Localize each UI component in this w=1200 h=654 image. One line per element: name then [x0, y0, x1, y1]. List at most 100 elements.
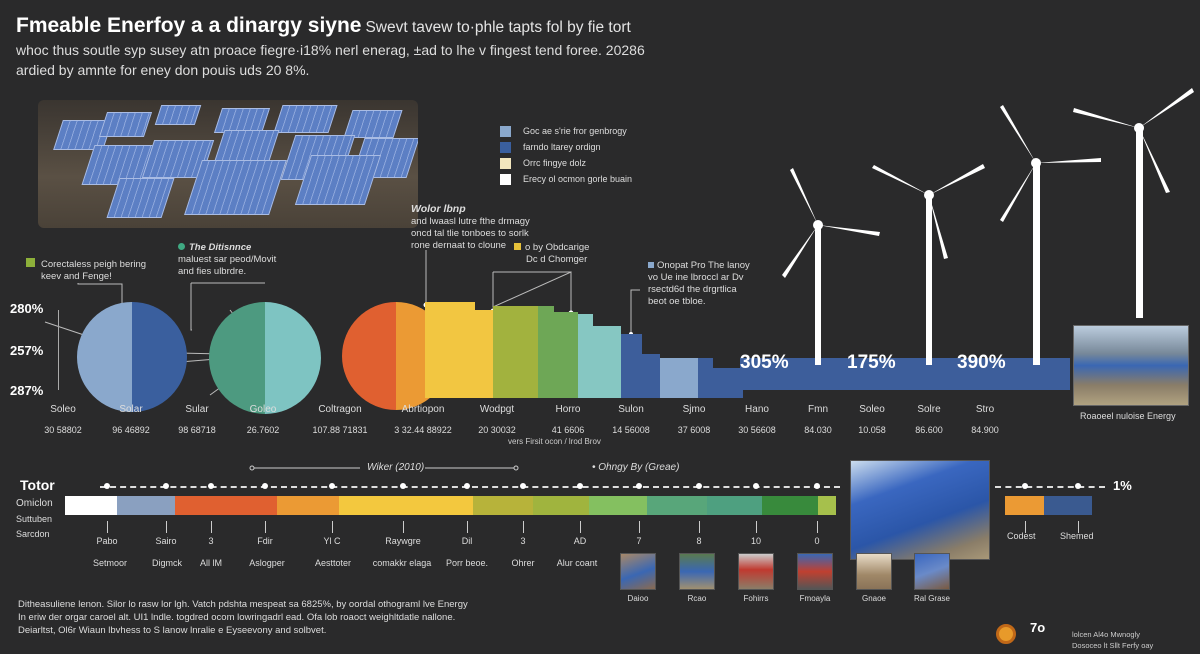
tick-label: 3: [208, 536, 214, 546]
footer-line: In eriw der orgar caroel alt. UI1 lndle.…: [18, 612, 456, 623]
sub-label: Ohrer: [511, 558, 535, 568]
chart-footnote: vers Firsit ocon / lrod Brov: [508, 437, 601, 446]
category-value: 84.900: [971, 425, 999, 435]
thumbnail-photo: [620, 553, 656, 590]
photo-caption: Roaoeel nuloise Energy: [1080, 411, 1176, 421]
tick-label: 10: [750, 536, 761, 546]
annotation-swatch: [514, 243, 521, 250]
y-tick: 287%: [10, 383, 44, 398]
tick-label: Sairo: [155, 536, 177, 546]
strip-tick: [756, 521, 757, 533]
thumbnail-label: Fohirrs: [743, 594, 769, 603]
annotation-swatch: [648, 262, 654, 268]
annotation-water: Wolor lbnp and lwaasl lutre fthe drmagy …: [411, 203, 530, 252]
annotation-text: and lwaasl lutre fthe drmagy: [411, 216, 530, 227]
pie-chart-green: [209, 302, 321, 414]
timeline-left-label: Wiker (2010): [367, 462, 425, 473]
timeline-dot: [163, 483, 169, 489]
timeline-dashed-line: [995, 486, 1105, 488]
timeline-dot: [208, 483, 214, 489]
percent-callout: 390%: [957, 352, 1006, 373]
intro-line-1: whoc thus soutle syp susey atn proace fi…: [16, 42, 645, 58]
strip-tick: [699, 521, 700, 533]
tick-label: Dil: [461, 536, 473, 546]
tick-label: Pabo: [96, 536, 118, 546]
strip-segment: [339, 496, 473, 515]
timeline-dot: [1022, 483, 1028, 489]
strip-tick: [265, 521, 266, 533]
category-value: 14 56008: [612, 425, 650, 435]
legend-label: Goc ae s'rie fror genbrogy: [523, 126, 627, 136]
bar: [493, 306, 538, 398]
end-percent: 1%: [1113, 478, 1132, 493]
timeline-dot: [636, 483, 642, 489]
subtitle-text: Swevt tavew to·phle tapts fol by fie tor…: [365, 19, 631, 36]
annotation-left: Corectaless peigh bering keev and Fenge!: [26, 258, 146, 283]
row-label: Omiclon: [16, 498, 53, 509]
legend-label: Erecy ol ocmon gorle buain: [523, 174, 633, 184]
legend-item: Erecy ol ocmon gorle buain: [500, 171, 632, 187]
solar-installation-photo: [850, 460, 990, 560]
legend-item: Orrc fingye dolz: [500, 155, 632, 171]
annotation-text: vo Ue ine lbroccl ar Dv: [648, 272, 744, 283]
category-value: 107.88 71831: [312, 425, 368, 435]
footer-text: Ditheasuliene lenon. Silor lo rasw lor l…: [18, 598, 468, 637]
timeline-dot: [577, 483, 583, 489]
timeline-dot: [814, 483, 820, 489]
category-label: Fmn: [808, 404, 828, 415]
strip-tick: [523, 521, 524, 533]
timeline-dot: [1075, 483, 1081, 489]
category-label: Sjmo: [682, 404, 706, 415]
sub-label: All lM: [200, 558, 222, 568]
bar: [642, 354, 660, 398]
thumbnail-label: Rcao: [687, 594, 707, 603]
category-value: 30 56608: [738, 425, 776, 435]
row-label: Suttuben: [16, 514, 53, 524]
annotation-text: rone dernaat to cloune: [411, 240, 507, 251]
legend-swatch: [500, 173, 511, 185]
percent-callout: 305%: [740, 352, 789, 373]
strip-tick: [1025, 521, 1026, 533]
tick-label: AD: [573, 536, 587, 546]
color-strip: [65, 496, 836, 515]
strip-tick: [639, 521, 640, 533]
timeline-dot: [520, 483, 526, 489]
category-label: Horro: [555, 404, 581, 415]
legend-item: Goc ae s'rie fror genbrogy: [500, 123, 632, 139]
thumbnail-photo: [914, 553, 950, 590]
category-label: Sular: [185, 404, 209, 415]
strip-segment: [707, 496, 762, 515]
timeline-bracket: [249, 465, 519, 471]
wind-turbines: [782, 88, 1194, 365]
annotation-swatch: [26, 258, 35, 267]
timeline-dot: [464, 483, 470, 489]
legend-swatch: [500, 125, 511, 137]
category-label: Solar: [119, 404, 143, 415]
sub-label: Porr beoe.: [445, 558, 489, 568]
annotation-dot: [178, 243, 185, 250]
annotation-text: oncd tal tlie tonboes to sorlk: [411, 228, 529, 239]
solar-farm-photo: [38, 100, 418, 228]
tick-label: 8: [696, 536, 702, 546]
annotation-text: maluest sar peod/Movit: [178, 254, 277, 265]
y-axis: [58, 310, 59, 390]
thumbnail-label: Fmoayla: [799, 594, 831, 603]
category-label: Hano: [745, 404, 769, 415]
strip-tick: [580, 521, 581, 533]
strip-tick: [332, 521, 333, 533]
category-value: 3 32.44 88922: [394, 425, 452, 435]
page-title: Fmeable Enerfoy a a dinargy siyne Swevt t…: [16, 14, 631, 38]
annotation-distance: The Ditisnnce maluest sar peod/Movit and…: [178, 242, 276, 278]
annotation-text: keev and Fenge!: [41, 271, 112, 282]
logo-mark-icon: 7o: [1030, 620, 1046, 635]
bar: [698, 358, 713, 398]
timeline-dot: [104, 483, 110, 489]
thumbnail-photo: [679, 553, 715, 590]
legend-swatch: [500, 157, 511, 169]
bar: [538, 306, 554, 398]
tick-label: Fdir: [257, 536, 273, 546]
annotation-text: rsectd6d the drgrtlica: [648, 284, 737, 295]
category-value: 84.030: [804, 425, 832, 435]
strip-tick: [107, 521, 108, 533]
bar-chart: [425, 302, 1070, 398]
